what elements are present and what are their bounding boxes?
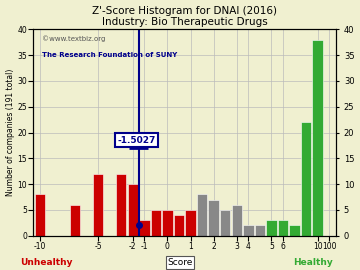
Bar <box>93 174 103 236</box>
Bar <box>289 225 300 236</box>
Bar <box>70 205 80 236</box>
Text: Healthy: Healthy <box>293 258 333 267</box>
Bar <box>231 205 242 236</box>
Bar <box>162 210 172 236</box>
Bar <box>35 194 45 236</box>
Bar <box>301 122 311 236</box>
Bar <box>255 225 265 236</box>
Bar <box>185 210 196 236</box>
Bar <box>197 194 207 236</box>
Bar <box>127 184 138 236</box>
Y-axis label: Number of companies (191 total): Number of companies (191 total) <box>5 69 14 196</box>
Bar <box>208 200 219 236</box>
Bar <box>174 215 184 236</box>
Bar <box>116 174 126 236</box>
Bar <box>266 220 276 236</box>
Text: ©www.textbiz.org: ©www.textbiz.org <box>42 36 106 42</box>
Bar <box>312 40 323 236</box>
Title: Z'-Score Histogram for DNAI (2016)
Industry: Bio Therapeutic Drugs: Z'-Score Histogram for DNAI (2016) Indus… <box>92 6 277 27</box>
Bar <box>243 225 253 236</box>
Bar <box>278 220 288 236</box>
Bar <box>220 210 230 236</box>
Text: The Research Foundation of SUNY: The Research Foundation of SUNY <box>42 52 178 58</box>
Text: Score: Score <box>167 258 193 267</box>
Text: -1.5027: -1.5027 <box>117 136 156 145</box>
Text: Unhealthy: Unhealthy <box>21 258 73 267</box>
Bar <box>150 210 161 236</box>
Bar <box>139 220 149 236</box>
